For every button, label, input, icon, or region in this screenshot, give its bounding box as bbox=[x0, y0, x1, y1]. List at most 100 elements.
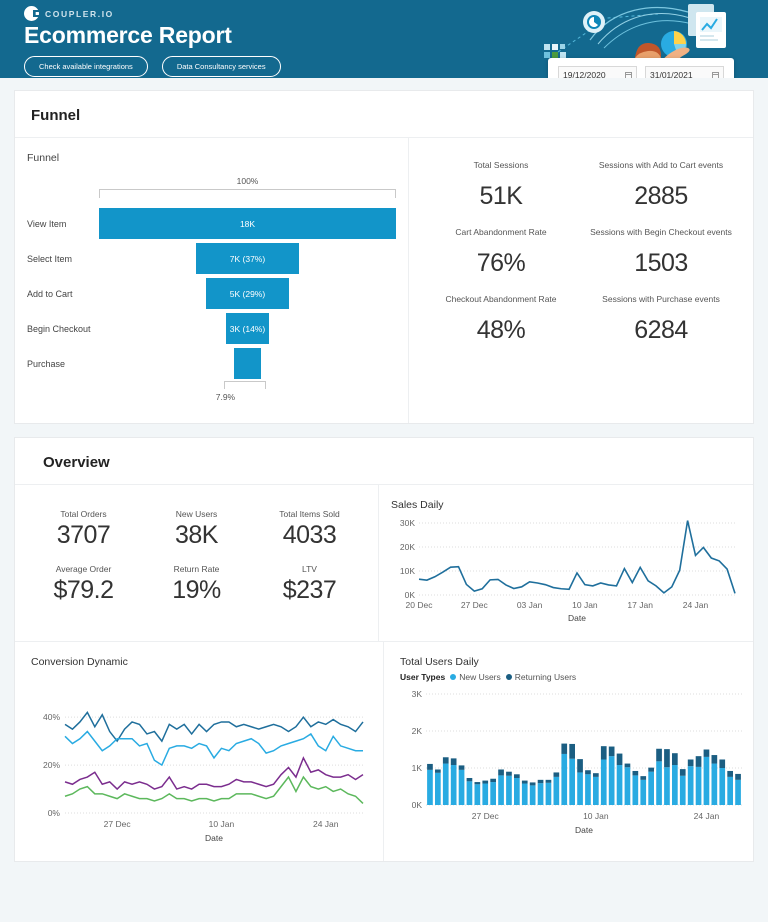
kpi-label: Average Order bbox=[55, 564, 112, 574]
legend-item-new-users[interactable]: New Users bbox=[450, 672, 501, 682]
kpi-label: LTV bbox=[302, 564, 317, 574]
kpi-value: $79.2 bbox=[53, 576, 114, 604]
funnel-chart-label: Funnel bbox=[27, 152, 60, 164]
funnel-top-axis-label: 100% bbox=[236, 176, 259, 186]
sales-daily-chart[interactable]: 0K 10K 20K 30K 20 Dec 27 Dec 03 Jan 10 Jan 17 Ja… bbox=[391, 515, 741, 625]
calendar-icon[interactable] bbox=[625, 71, 632, 78]
funnel-bar-track: 5K (29%) bbox=[99, 278, 396, 309]
svg-text:24 Jan: 24 Jan bbox=[313, 819, 339, 829]
funnel-bar[interactable] bbox=[234, 348, 261, 379]
kpi-value: 38K bbox=[175, 521, 218, 549]
funnel-row-label: View Item bbox=[27, 218, 67, 229]
svg-text:0K: 0K bbox=[412, 800, 423, 810]
kpi-value: $237 bbox=[282, 576, 337, 604]
conversion-dynamic-pane: Conversion Dynamic 0% 20% 40% 27 Dec 10 Jan 2… bbox=[15, 642, 384, 861]
sales-daily-pane: Sales Daily 0K 10K 20K 30K 20 Dec 27 Dec 03 Ja… bbox=[379, 485, 753, 641]
funnel-row: Add to Cart 5K (29%) bbox=[27, 276, 396, 311]
funnel-row: Begin Checkout 3K (14%) bbox=[27, 311, 396, 346]
funnel-row-label: Begin Checkout bbox=[27, 323, 91, 334]
overview-section-title: Overview bbox=[15, 438, 753, 485]
svg-text:27 Dec: 27 Dec bbox=[461, 600, 489, 610]
svg-text:27 Dec: 27 Dec bbox=[104, 819, 132, 829]
funnel-row-label: Add to Cart bbox=[27, 288, 73, 299]
conversion-dynamic-chart[interactable]: 0% 20% 40% 27 Dec 10 Jan 24 Jan Date bbox=[31, 672, 371, 847]
kpi-label: Return Rate bbox=[173, 564, 220, 574]
total-users-daily-title: Total Users Daily bbox=[400, 656, 479, 668]
svg-text:1K: 1K bbox=[412, 763, 423, 773]
kpi-tile: Sessions with Begin Checkout events 1503 bbox=[581, 227, 741, 278]
page-header: COUPLER.IO Ecommerce Report Check availa… bbox=[0, 0, 768, 78]
funnel-row: View Item 18K bbox=[27, 206, 396, 241]
header-button-group: Check available integrations Data Consul… bbox=[0, 49, 768, 77]
funnel-row: Purchase bbox=[27, 346, 396, 381]
kpi-value: 3707 bbox=[56, 521, 111, 549]
end-date-field[interactable]: 31/01/2021 bbox=[645, 66, 724, 78]
sales-daily-title: Sales Daily bbox=[391, 499, 444, 511]
start-date-value: 19/12/2020 bbox=[563, 70, 606, 78]
funnel-kpi-grid: Total Sessions 51K Sessions with Add to Ca… bbox=[421, 152, 741, 345]
funnel-bar[interactable]: 3K (14%) bbox=[225, 313, 270, 344]
funnel-bar-track bbox=[99, 348, 396, 379]
legend-item-returning-users[interactable]: Returning Users bbox=[505, 672, 577, 682]
user-types-legend: User Types New Users Returning Users bbox=[400, 672, 748, 682]
kpi-tile: Cart Abandonment Rate 76% bbox=[421, 227, 581, 278]
funnel-chart-pane: Funnel 100% View Item 18K Select Item 7K (3… bbox=[15, 138, 409, 423]
date-range-picker[interactable]: 19/12/2020 31/01/2021 bbox=[548, 58, 734, 78]
funnel-bar[interactable]: 18K bbox=[99, 208, 396, 239]
funnel-card: Funnel Funnel 100% View Item 18K Select It… bbox=[14, 90, 754, 424]
overview-card: Overview Total Orders 3707 New Users 38K Tot… bbox=[14, 437, 754, 862]
svg-text:24 Jan: 24 Jan bbox=[694, 811, 720, 821]
kpi-tile: Sessions with Add to Cart events 2885 bbox=[581, 160, 741, 211]
funnel-top-axis: 100% bbox=[99, 176, 396, 206]
kpi-value: 1503 bbox=[634, 249, 688, 277]
svg-text:Date: Date bbox=[568, 613, 586, 623]
kpi-value: 48% bbox=[476, 316, 526, 344]
legend-dot-icon bbox=[450, 674, 457, 680]
svg-text:40%: 40% bbox=[43, 712, 60, 722]
kpi-tile: New Users 38K bbox=[140, 509, 253, 550]
kpi-label: Cart Abandonment Rate bbox=[455, 227, 547, 237]
svg-text:10K: 10K bbox=[400, 566, 415, 576]
conversion-dynamic-title: Conversion Dynamic bbox=[31, 656, 128, 668]
funnel-bar-track: 18K bbox=[99, 208, 396, 239]
kpi-label: Total Sessions bbox=[473, 160, 529, 170]
kpi-tile: Total Items Sold 4033 bbox=[253, 509, 366, 550]
funnel-row: Select Item 7K (37%) bbox=[27, 241, 396, 276]
funnel-row-label: Purchase bbox=[27, 358, 66, 369]
svg-text:03 Jan: 03 Jan bbox=[517, 600, 543, 610]
svg-text:10 Jan: 10 Jan bbox=[583, 811, 609, 821]
kpi-label: Total Orders bbox=[60, 509, 107, 519]
kpi-value: 76% bbox=[476, 249, 526, 277]
kpi-label: Checkout Abandonment Rate bbox=[445, 294, 557, 304]
kpi-value: 51K bbox=[479, 182, 523, 210]
overview-kpi-grid: Total Orders 3707 New Users 38K Total Items … bbox=[27, 499, 366, 605]
kpi-tile: Sessions with Purchase events 6284 bbox=[581, 294, 741, 345]
svg-text:0%: 0% bbox=[48, 808, 61, 818]
legend-label-returning-users: Returning Users bbox=[514, 672, 577, 682]
funnel-chart[interactable]: 100% View Item 18K Select Item 7K (37%) Add … bbox=[27, 172, 396, 407]
kpi-label: Sessions with Add to Cart events bbox=[598, 160, 724, 170]
kpi-value: 2885 bbox=[634, 182, 688, 210]
start-date-field[interactable]: 19/12/2020 bbox=[558, 66, 637, 78]
total-users-daily-chart[interactable]: 0K 1K 2K 3K 27 Dec 10 Jan 24 Jan Date bbox=[400, 684, 748, 839]
brand-name: COUPLER.IO bbox=[45, 8, 114, 19]
funnel-bottom-axis: 7.9% bbox=[99, 381, 396, 407]
kpi-label: Total Items Sold bbox=[279, 509, 340, 519]
funnel-bar[interactable]: 7K (37%) bbox=[195, 243, 300, 274]
kpi-tile: Total Sessions 51K bbox=[421, 160, 581, 211]
check-integrations-button[interactable]: Check available integrations bbox=[24, 56, 148, 77]
data-consultancy-button[interactable]: Data Consultancy services bbox=[161, 56, 281, 77]
svg-text:20K: 20K bbox=[400, 542, 415, 552]
legend-dot-icon bbox=[505, 674, 512, 680]
funnel-section-title: Funnel bbox=[15, 91, 753, 138]
overview-kpi-pane: Total Orders 3707 New Users 38K Total Items … bbox=[15, 485, 379, 641]
legend-title: User Types bbox=[400, 672, 446, 682]
funnel-bar[interactable]: 5K (29%) bbox=[205, 278, 290, 309]
kpi-tile: LTV $237 bbox=[253, 564, 366, 605]
kpi-value: 4033 bbox=[282, 521, 337, 549]
legend-label-new-users: New Users bbox=[459, 672, 501, 682]
page-title: Ecommerce Report bbox=[24, 22, 232, 48]
svg-text:27 Dec: 27 Dec bbox=[472, 811, 500, 821]
svg-text:30K: 30K bbox=[400, 518, 415, 528]
calendar-icon[interactable] bbox=[712, 71, 719, 78]
